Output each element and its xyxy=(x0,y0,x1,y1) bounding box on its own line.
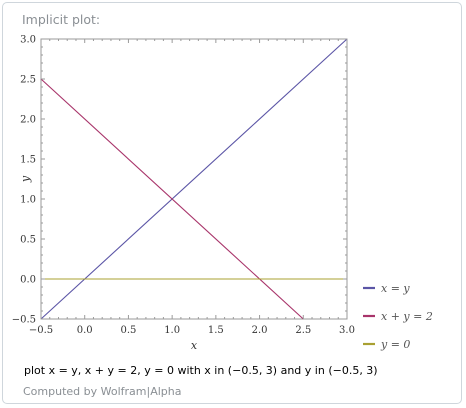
x-axis-label: x xyxy=(191,339,198,352)
plot-frame xyxy=(40,38,348,320)
x-tick-label: 2.0 xyxy=(252,325,268,336)
x-tick-label: 1.0 xyxy=(164,325,180,336)
legend-entry: y = 0 xyxy=(380,338,410,351)
legend-entry: x + y = 2 xyxy=(381,310,433,323)
x-tick-label: 0.0 xyxy=(77,325,93,336)
y-tick-label: 0.5 xyxy=(20,235,36,246)
y-tick-label: 1.0 xyxy=(20,195,36,206)
pod-title: Implicit plot: xyxy=(22,12,101,27)
result-pod: Implicit plot: −0.5 0.0 0.5 1.0 1.5 2.0 2.5 3.0… xyxy=(2,2,462,404)
implicit-plot: −0.5 0.0 0.5 1.0 1.5 2.0 2.5 3.0 −0.5 0.0 0.5 1.0 1.… xyxy=(12,35,433,353)
y-tick-label: 2.5 xyxy=(20,75,36,86)
x-tick-label: 3.0 xyxy=(339,325,355,336)
legend-entry: x = y xyxy=(381,282,410,295)
y-tick-label: −0.5 xyxy=(12,315,36,326)
x-tick-label: 0.5 xyxy=(120,325,136,336)
computed-by-credit: Computed by Wolfram|Alpha xyxy=(23,385,182,398)
y-tick-label: 1.5 xyxy=(20,155,36,166)
y-tick-label: 2.0 xyxy=(20,115,36,126)
y-tick-label: 0.0 xyxy=(20,275,36,286)
series-line-1 xyxy=(40,38,348,320)
x-tick-label: −0.5 xyxy=(29,325,53,336)
y-tick-label: 3.0 xyxy=(20,35,36,46)
query-caption: plot x = y, x + y = 2, y = 0 with x in (… xyxy=(24,364,378,377)
x-tick-label: 2.5 xyxy=(295,325,311,336)
y-axis-label: y xyxy=(19,175,32,183)
x-tick-label: 1.5 xyxy=(208,325,224,336)
